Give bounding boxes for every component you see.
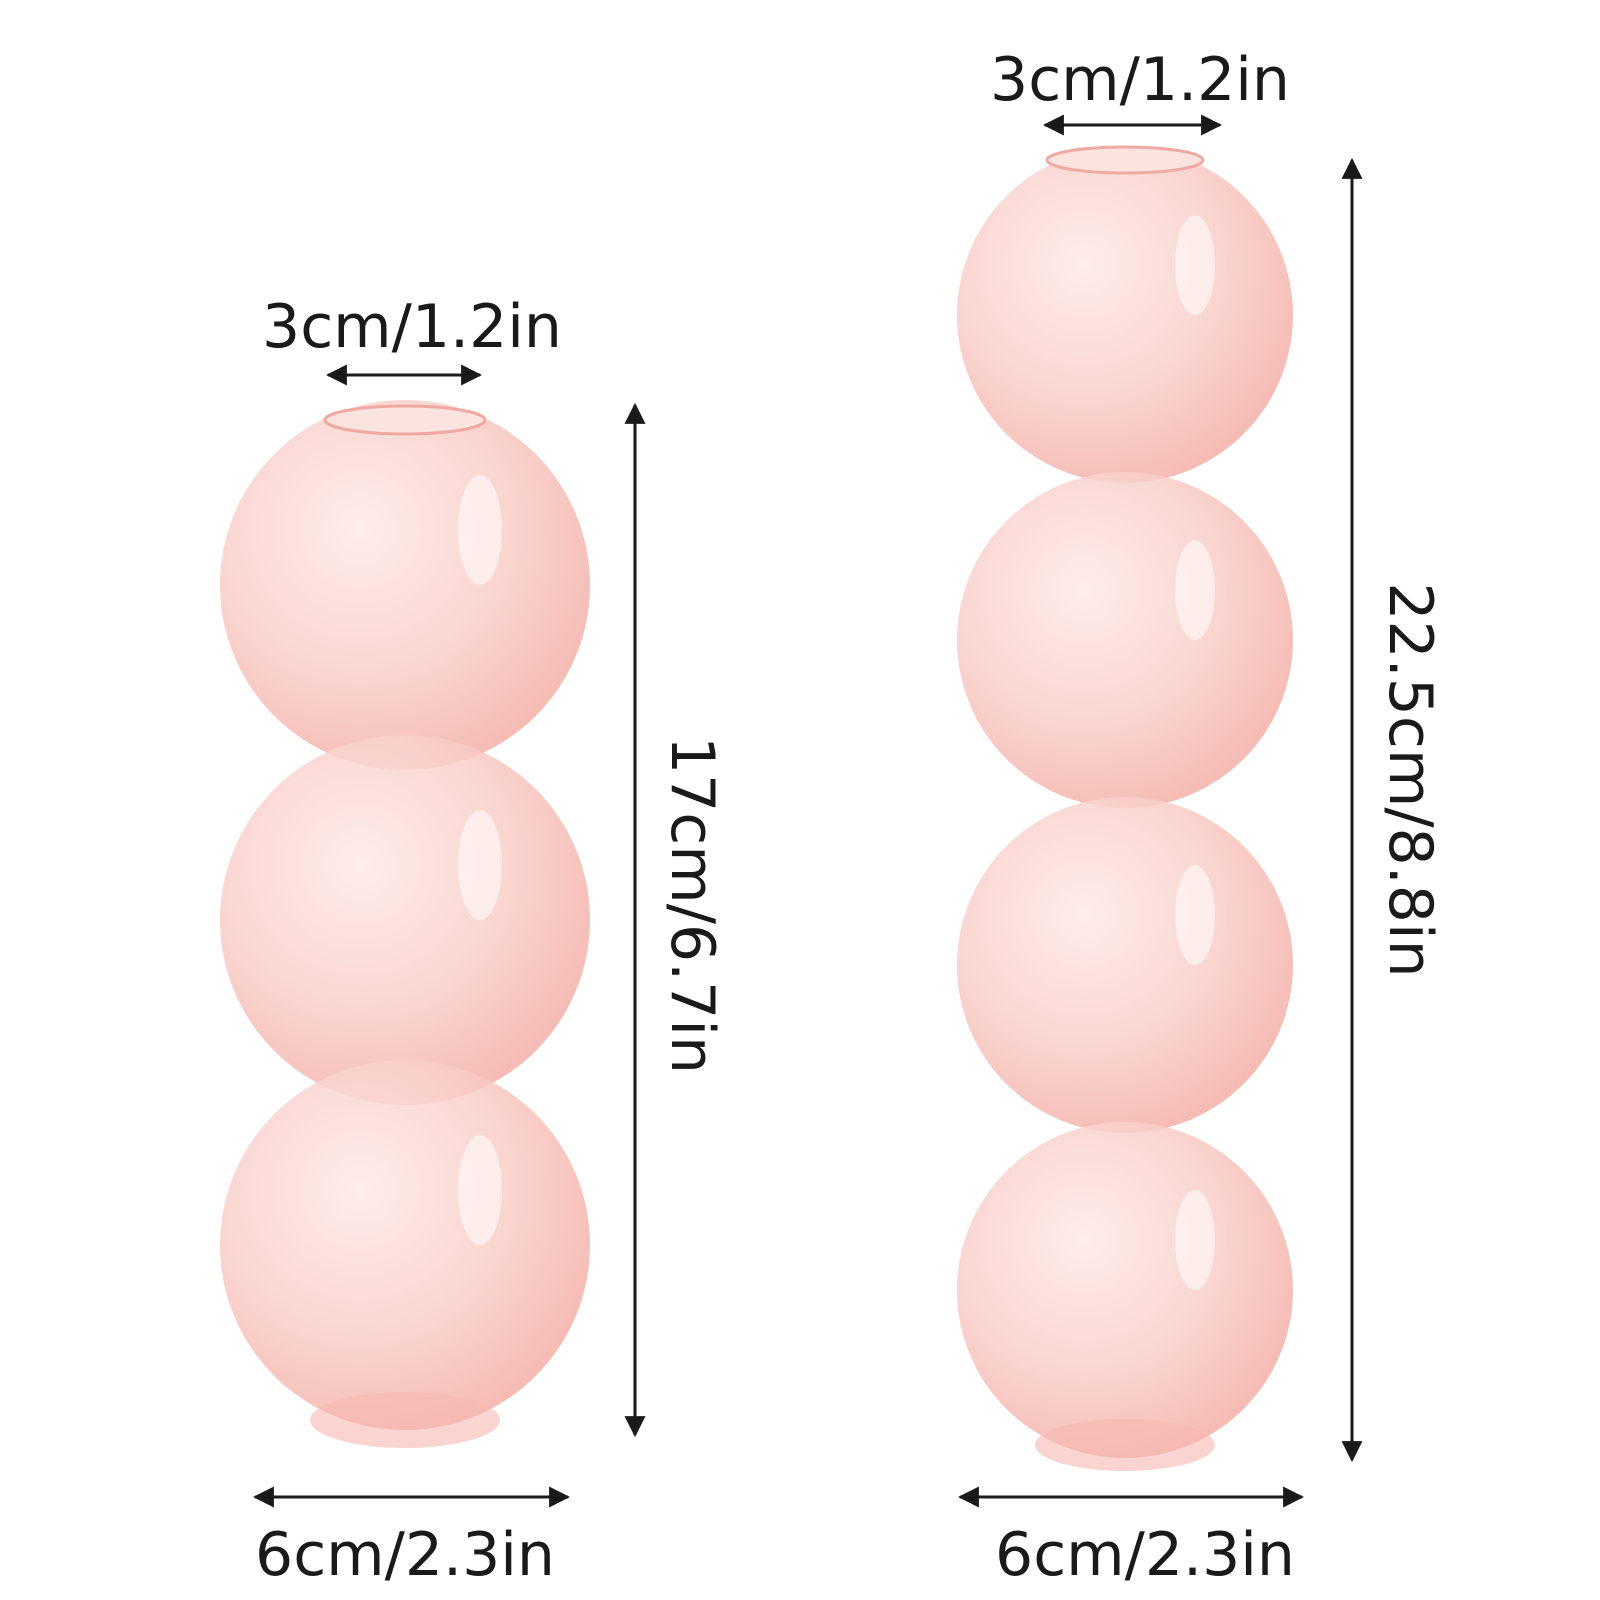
large-vase-rim (1045, 145, 1205, 175)
large-vase-bubble-2 (957, 472, 1293, 808)
small-vase-rim (323, 404, 487, 436)
small-vase-top-label: 3cm/1.2in (262, 292, 562, 362)
small-vase-highlight-2 (458, 810, 502, 920)
small-vase-highlight-1 (458, 475, 502, 585)
small-vase-highlight-3 (458, 1135, 502, 1245)
small-vase-bubble-1 (220, 400, 590, 770)
small-vase-bubble-2 (220, 735, 590, 1105)
small-vase (220, 400, 590, 1448)
large-vase-bubble-3 (957, 797, 1293, 1133)
large-vase-highlight-3 (1175, 865, 1215, 965)
large-vase-highlight-4 (1175, 1190, 1215, 1290)
large-vase-bottom-label: 6cm/2.3in (995, 1520, 1295, 1590)
large-vase-bubble-4 (957, 1122, 1293, 1458)
large-vase-top-label: 3cm/1.2in (990, 45, 1290, 115)
large-vase-highlight-1 (1175, 215, 1215, 315)
small-vase-bottom-label: 6cm/2.3in (255, 1520, 555, 1590)
small-vase-bubble-3 (220, 1060, 590, 1430)
large-vase-bubble-1 (957, 147, 1293, 483)
large-vase-highlight-2 (1175, 540, 1215, 640)
large-vase (957, 145, 1293, 1471)
large-vase-base (1035, 1419, 1215, 1471)
small-vase-base (310, 1392, 500, 1448)
large-vase-height-label: 22.5cm/8.8in (1375, 582, 1445, 977)
small-vase-height-label: 17cm/6.7in (657, 736, 727, 1074)
